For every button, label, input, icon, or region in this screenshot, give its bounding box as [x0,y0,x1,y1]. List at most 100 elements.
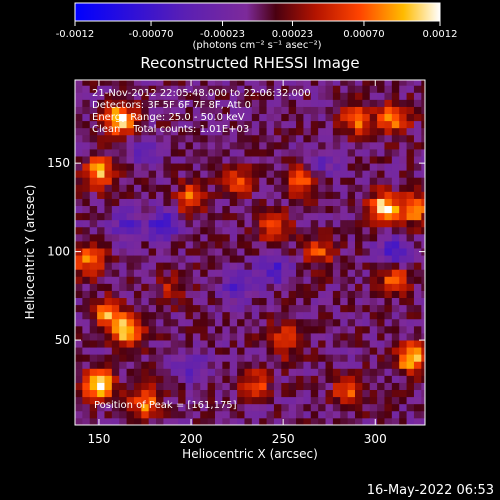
heatmap-cell [310,248,319,256]
heatmap-cell [75,191,83,199]
heatmap-cell [259,403,267,412]
heatmap-cell [222,368,231,376]
heatmap-cell [332,177,341,185]
heatmap-cell [399,318,407,327]
heatmap-cell [170,417,179,425]
heatmap-cell [288,205,297,214]
heatmap-cell [141,269,150,277]
heatmap-cell [229,212,238,221]
heatmap-cell [126,205,135,214]
heatmap-cell [89,241,98,249]
heatmap-cell [89,297,98,306]
heatmap-cell [281,163,290,171]
heatmap-cell [111,318,120,327]
heatmap-cell [178,347,186,355]
heatmap-cell [391,375,400,383]
heatmap-cell [310,113,319,122]
heatmap-cell [126,127,135,136]
heatmap-cell [340,255,349,263]
heatmap-cell [75,163,83,171]
heatmap-cell [391,141,400,150]
heatmap-cell [391,262,400,270]
heatmap-cell [266,177,275,185]
heatmap-cell [229,403,238,412]
heatmap-cell [229,163,238,171]
heatmap-cell [296,269,304,277]
heatmap-cell [303,396,312,405]
heatmap-cell [281,417,290,425]
heatmap-cell [310,340,319,348]
heatmap-cell [75,99,83,107]
heatmap-cell [170,283,179,291]
heatmap-cell [156,325,164,334]
heatmap-cell [281,149,290,157]
heatmap-cell [259,354,267,362]
heatmap-cell [237,205,245,214]
heatmap-cell [141,417,150,425]
heatmap-cell [281,368,290,376]
heatmap-cell [303,262,312,270]
heatmap-cell [222,85,231,93]
heatmap-cell [362,417,371,425]
heatmap-cell [318,177,326,185]
heatmap-cell [340,149,349,157]
heatmap-cell [148,255,157,263]
heatmap-cell [178,163,186,171]
heatmap-cell [133,149,142,157]
heatmap-cell [97,417,105,425]
heatmap-cell [178,127,186,136]
heatmap-cell [222,198,231,207]
heatmap-cell [355,325,363,334]
heatmap-cell [104,141,113,150]
heatmap-cell [347,113,356,122]
heatmap-cell [399,333,407,341]
heatmap-cell [119,396,127,405]
heatmap-cell [318,205,326,214]
colorbar-tick-label: 0.00023 [272,29,313,40]
heatmap-cell [222,255,231,263]
heatmap-cell [156,297,164,306]
heatmap-cell [207,248,216,256]
heatmap-cell [377,248,385,256]
heatmap-cell [399,382,407,391]
heatmap-cell [126,198,135,207]
heatmap-cell [97,318,105,327]
heatmap-cell [347,389,356,398]
heatmap-cell [362,255,371,263]
heatmap-cell [89,85,98,93]
heatmap-cell [141,325,150,334]
heatmap-cell [97,219,105,228]
heatmap-cell [421,410,425,419]
heatmap-cell [318,212,326,221]
heatmap-cell [215,163,223,171]
heatmap-cell [222,410,231,419]
heatmap-cell [296,241,304,249]
heatmap-cell [104,149,113,157]
heatmap-cell [266,403,275,412]
heatmap-cell [178,340,186,348]
heatmap-cell [119,141,127,150]
heatmap-cell [244,141,253,150]
heatmap-cell [75,226,83,235]
heatmap-cell [332,283,341,291]
heatmap-cell [406,297,415,306]
heatmap-cell [303,297,312,306]
heatmap-cell [192,276,201,284]
heatmap-cell [355,198,363,207]
heatmap-cell [244,297,253,306]
heatmap-cell [192,347,201,355]
heatmap-cell [229,276,238,284]
heatmap-cell [207,156,216,164]
heatmap-cell [281,382,290,391]
heatmap-cell [332,347,341,355]
heatmap-cell [97,184,105,192]
heatmap-cell [207,134,216,143]
heatmap-cell [362,304,371,313]
heatmap-cell [156,233,164,242]
heatmap-cell [310,92,319,100]
heatmap-cell [355,318,363,327]
heatmap-cell [237,389,245,398]
heatmap-cell [192,156,201,164]
heatmap-cell [200,389,209,398]
heatmap-cell [406,92,415,100]
